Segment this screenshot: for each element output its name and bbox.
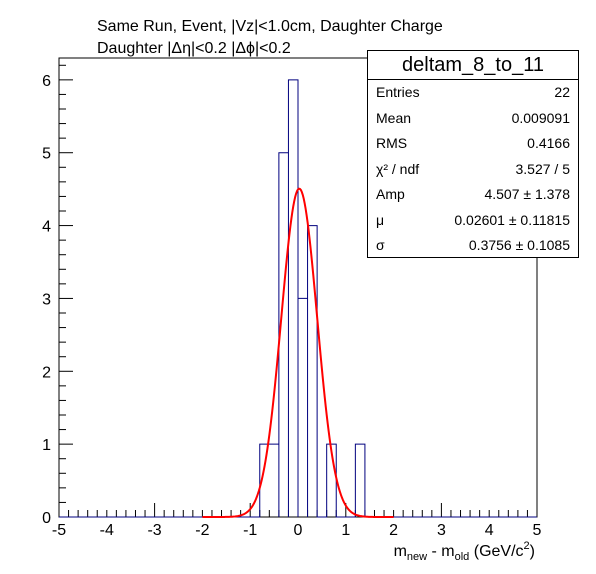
x-axis: -5 -4 -3 -2 -1 0 1 2 3 4 5 (52, 503, 542, 539)
x-tick-label: 3 (437, 522, 446, 539)
stats-value: 0.02601 ± 0.11815 (454, 211, 570, 228)
chart-title: Same Run, Event, |Vz|<1.0cm, Daughter Ch… (97, 16, 443, 60)
stats-box-title: deltam_8_to_11 (368, 51, 578, 80)
x-tick-label: 2 (389, 522, 398, 539)
gaussian-fit-curve (202, 187, 394, 518)
x-tick-label: -3 (147, 522, 161, 539)
title-line-2: Daughter |Δη|<0.2 |Δϕ|<0.2 (97, 40, 291, 57)
x-label-sup: 2 (524, 540, 530, 552)
histogram-outline (59, 79, 537, 518)
stats-value: 0.3756 ± 0.1085 (468, 237, 570, 253)
stats-row-mean: Mean 0.009091 (368, 106, 578, 132)
y-tick-label: 1 (42, 437, 51, 454)
stats-row-chi2: χ² / ndf 3.527 / 5 (368, 157, 578, 183)
x-tick-label: -1 (243, 522, 257, 539)
x-tick-label: 1 (341, 522, 350, 539)
stats-value: 3.527 / 5 (515, 160, 571, 177)
y-tick-label: 2 (42, 364, 51, 381)
x-label-mid: - m (427, 543, 455, 560)
x-tick-label: -2 (195, 522, 209, 539)
y-tick-label: 0 (42, 510, 51, 527)
stats-row-rms: RMS 0.4166 (368, 131, 578, 157)
x-tick-label: 5 (533, 522, 542, 539)
stats-box: deltam_8_to_11 Entries 22 Mean 0.009091 … (367, 50, 579, 258)
x-label-sub1: new (407, 551, 427, 563)
stats-key: RMS (376, 135, 408, 151)
y-tick-label: 5 (42, 146, 51, 163)
x-label-sub2: old (455, 551, 470, 563)
title-line-1: Same Run, Event, |Vz|<1.0cm, Daughter Ch… (97, 18, 443, 35)
x-tick-label: 4 (485, 522, 494, 539)
stats-row-sigma: σ 0.3756 ± 0.1085 (368, 233, 578, 259)
stats-value: 0.009091 (511, 109, 570, 126)
stats-value: 4.507 ± 1.378 (484, 186, 570, 202)
x-label-unit: (GeV/c (469, 543, 523, 560)
x-label-end: ) (530, 543, 535, 560)
stats-key: σ (376, 237, 385, 253)
stats-key: Mean (376, 109, 412, 126)
x-tick-label: 0 (294, 522, 303, 539)
y-tick-label: 6 (42, 73, 51, 90)
x-tick-label: -4 (100, 522, 114, 539)
stats-row-mu: μ 0.02601 ± 0.11815 (368, 208, 578, 234)
x-label-main: m (394, 543, 407, 560)
stats-row-amp: Amp 4.507 ± 1.378 (368, 182, 578, 208)
stats-key: χ² / ndf (376, 160, 420, 177)
stats-value: 22 (554, 84, 570, 100)
y-tick-label: 4 (42, 219, 51, 236)
x-axis-label: mnew - mold (GeV/c2) (394, 540, 535, 563)
y-tick-label: 3 (42, 291, 51, 308)
stats-row-entries: Entries 22 (368, 80, 578, 106)
x-tick-label: -5 (52, 522, 66, 539)
stats-key: μ (376, 211, 385, 228)
stats-value: 0.4166 (527, 135, 570, 151)
stats-key: Amp (376, 186, 405, 202)
y-axis: 0 1 2 3 4 5 6 (42, 64, 73, 527)
stats-key: Entries (376, 84, 420, 100)
